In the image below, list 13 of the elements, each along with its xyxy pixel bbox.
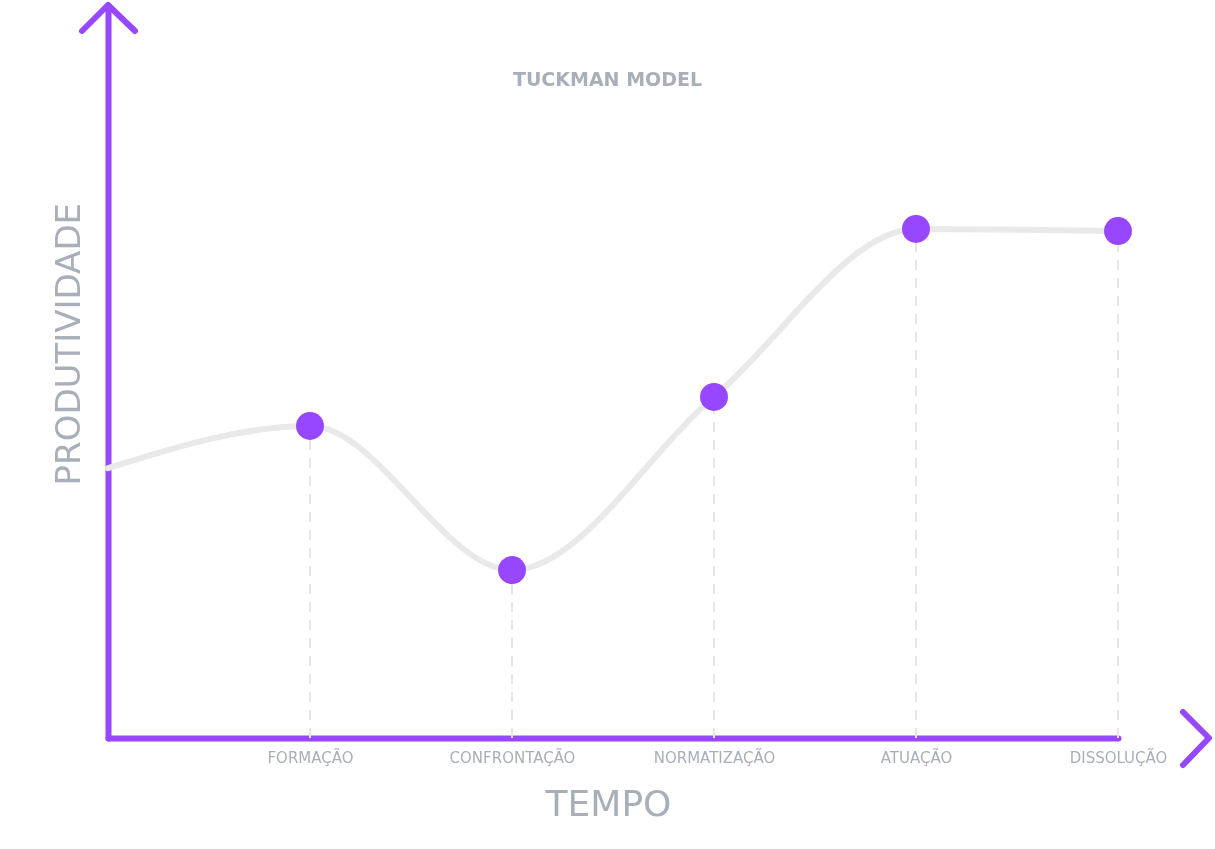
point — [700, 383, 728, 411]
x-axis-title: TEMPO — [544, 782, 672, 824]
x-tick-label: DISSOLUÇÃO — [1069, 747, 1168, 767]
x-tick-label: CONFRONTAÇÃO — [449, 747, 576, 767]
x-tick-label: NORMATIZAÇÃO — [653, 747, 776, 767]
point — [296, 412, 324, 440]
point — [902, 215, 930, 243]
chart-title: TUCKMAN MODEL — [512, 68, 703, 90]
x-tick-label: FORMAÇÃO — [267, 747, 354, 767]
y-axis-title: PRODUTIVIDADE — [47, 202, 88, 486]
point — [1104, 217, 1132, 245]
x-tick-label: ATUAÇÃO — [880, 747, 953, 767]
point — [498, 556, 526, 584]
